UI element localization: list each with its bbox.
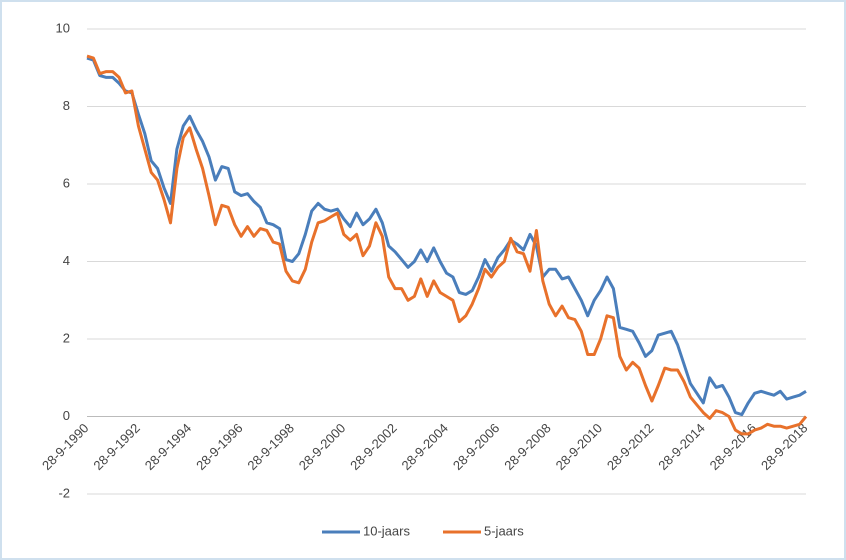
series-line — [86, 54, 808, 436]
legend-label: 10-jaars — [363, 523, 410, 538]
y-tick-label: -2 — [58, 485, 70, 500]
y-tick-label: 8 — [63, 98, 70, 113]
y-tick-label: 10 — [56, 20, 70, 35]
y-tick-label: 0 — [63, 408, 70, 423]
legend-label: 5-jaars — [484, 523, 524, 538]
y-tick-label: 2 — [63, 330, 70, 345]
series-line — [86, 56, 807, 417]
y-tick-label: 4 — [63, 253, 70, 268]
y-tick-label: 6 — [63, 175, 70, 190]
